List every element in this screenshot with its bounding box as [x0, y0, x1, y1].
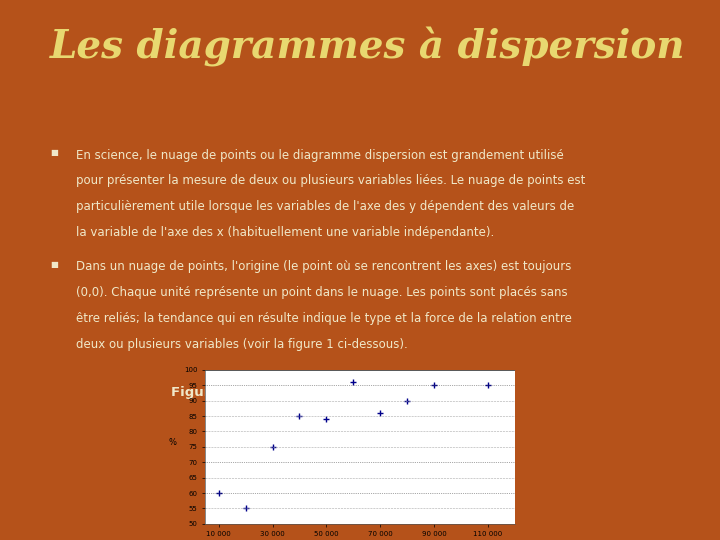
- Point: [482, 381, 494, 390]
- Text: Les diagrammes à dispersion: Les diagrammes à dispersion: [50, 27, 686, 67]
- Point: [240, 504, 251, 513]
- Point: [348, 378, 359, 387]
- Text: deux ou plusieurs variables (voir la figure 1 ci-dessous).: deux ou plusieurs variables (voir la fig…: [76, 338, 408, 351]
- Point: [401, 396, 413, 405]
- Point: [374, 409, 386, 417]
- Text: la variable de l'axe des x (habituellement une variable indépendante).: la variable de l'axe des x (habituelleme…: [76, 226, 494, 239]
- Text: être reliés; la tendance qui en résulte indique le type et la force de la relati: être reliés; la tendance qui en résulte …: [76, 312, 572, 325]
- Point: [428, 381, 440, 390]
- Text: (0,0). Chaque unité représente un point dans le nuage. Les points sont placés sa: (0,0). Chaque unité représente un point …: [76, 286, 567, 299]
- Point: [294, 412, 305, 421]
- Text: Figure 1. Possession d'une voiture, à: Figure 1. Possession d'une voiture, à: [171, 386, 449, 399]
- Text: pour présenter la mesure de deux ou plusieurs variables liées. Le nuage de point: pour présenter la mesure de deux ou plus…: [76, 174, 585, 187]
- Text: particulièrement utile lorsque les variables de l'axe des y dépendent des valeur: particulièrement utile lorsque les varia…: [76, 200, 574, 213]
- Text: Dans un nuage de points, l'origine (le point où se rencontrent les axes) est tou: Dans un nuage de points, l'origine (le p…: [76, 260, 571, 273]
- Text: ■: ■: [50, 148, 58, 158]
- Point: [266, 443, 278, 451]
- Point: [320, 415, 332, 423]
- Y-axis label: %: %: [169, 438, 177, 447]
- Text: En science, le nuage de points ou le diagramme dispersion est grandement utilisé: En science, le nuage de points ou le dia…: [76, 148, 563, 161]
- Point: [213, 489, 225, 497]
- Text: ■: ■: [50, 260, 58, 269]
- Text: Touteville, selon le revenu: Touteville, selon le revenu: [211, 413, 408, 426]
